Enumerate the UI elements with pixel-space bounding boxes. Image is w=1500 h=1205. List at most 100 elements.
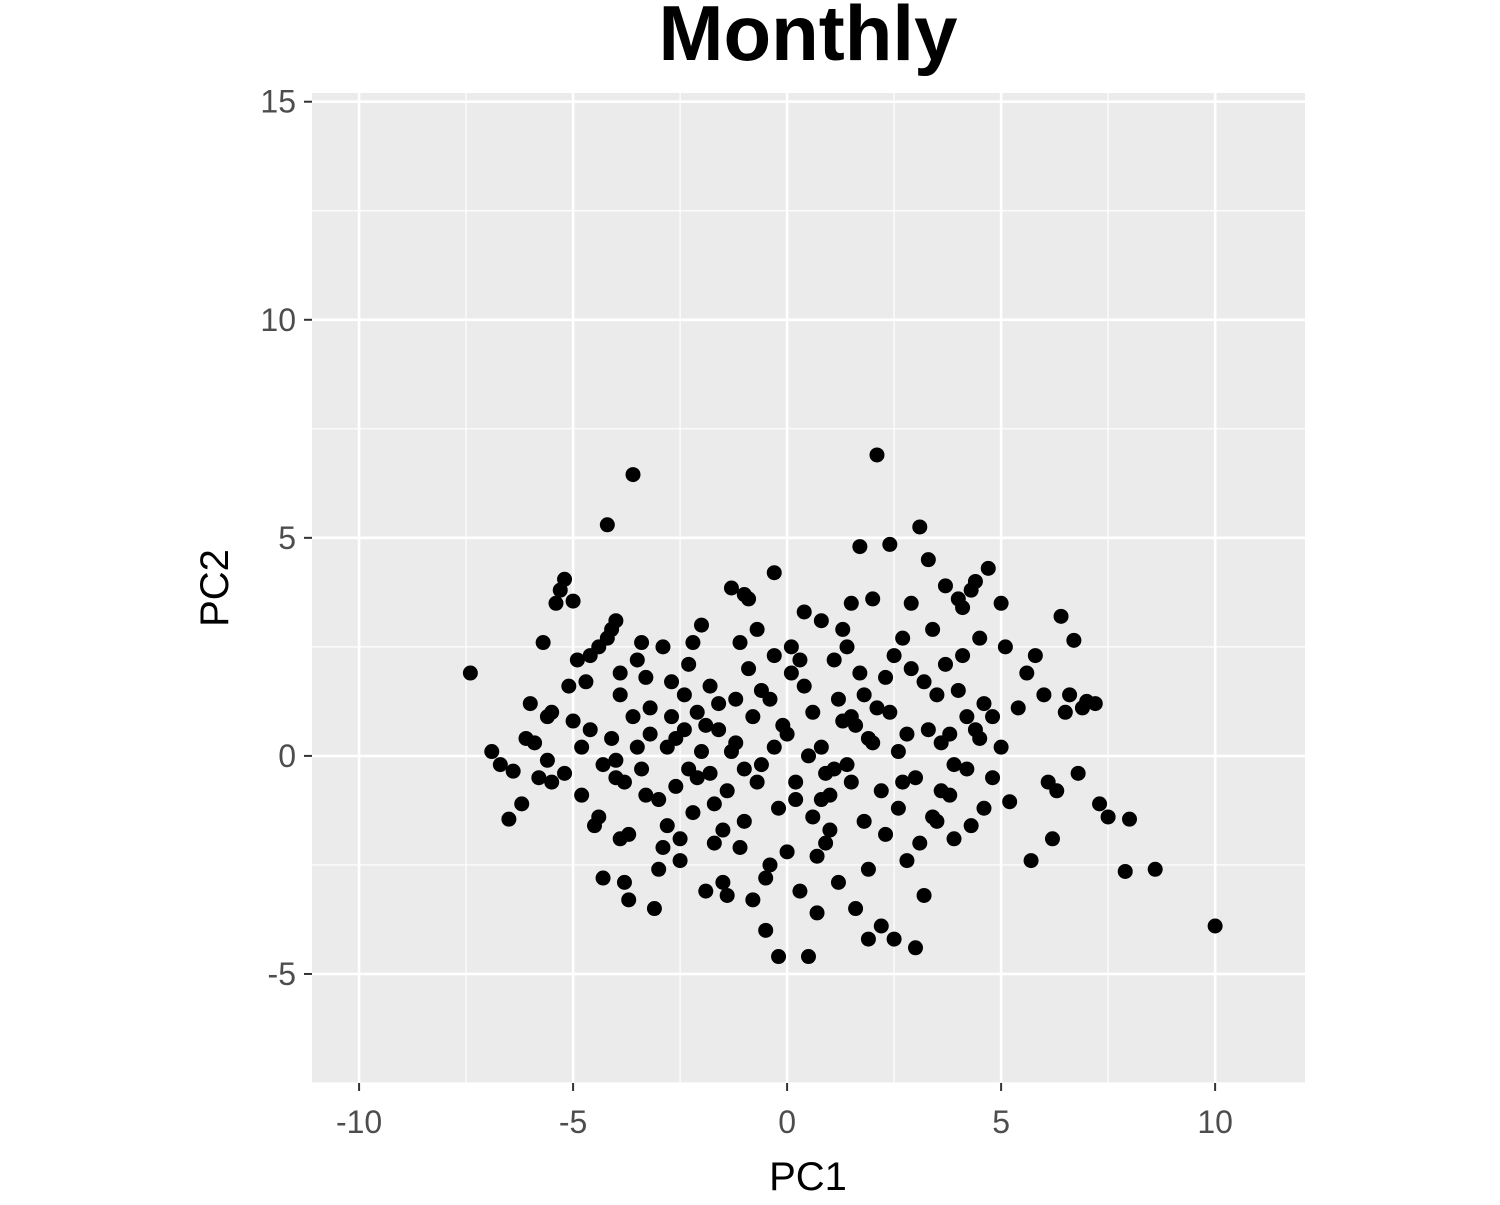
data-point <box>890 744 906 760</box>
data-point <box>920 722 936 738</box>
data-point <box>908 940 924 956</box>
data-point <box>462 665 478 681</box>
data-point <box>616 874 632 890</box>
data-point <box>621 826 637 842</box>
data-point <box>625 467 641 483</box>
data-point <box>942 787 958 803</box>
data-point <box>484 744 500 760</box>
data-point <box>912 835 928 851</box>
data-point <box>766 739 782 755</box>
data-point <box>676 722 692 738</box>
data-point <box>732 635 748 651</box>
data-point <box>796 604 812 620</box>
data-point <box>629 739 645 755</box>
data-point <box>715 874 731 890</box>
data-point <box>719 887 735 903</box>
data-point <box>698 883 714 899</box>
data-point <box>903 595 919 611</box>
data-point <box>869 700 885 716</box>
y-tick-label: 0 <box>278 738 296 774</box>
data-point <box>565 713 581 729</box>
data-point <box>860 861 876 877</box>
data-point <box>895 630 911 646</box>
data-point <box>985 709 1001 725</box>
data-point <box>912 519 928 535</box>
data-point <box>925 621 941 637</box>
data-point <box>792 883 808 899</box>
data-point <box>1122 811 1138 827</box>
data-point <box>672 853 688 869</box>
data-point <box>762 691 778 707</box>
data-point <box>535 635 551 651</box>
data-point <box>796 678 812 694</box>
data-point <box>1066 632 1082 648</box>
minor-gridlines <box>312 93 1305 1084</box>
data-point <box>985 770 1001 786</box>
data-point <box>634 761 650 777</box>
data-point <box>903 661 919 677</box>
data-point <box>659 818 675 834</box>
data-point <box>681 656 697 672</box>
data-point <box>809 905 825 921</box>
data-point <box>972 630 988 646</box>
data-point <box>993 739 1009 755</box>
data-point <box>788 774 804 790</box>
data-point <box>723 580 739 596</box>
data-point <box>591 809 607 825</box>
data-point <box>578 674 594 690</box>
data-point <box>873 783 889 799</box>
data-point <box>595 757 611 773</box>
data-point <box>805 809 821 825</box>
data-point <box>805 704 821 720</box>
data-point <box>882 704 898 720</box>
data-point <box>878 826 894 842</box>
data-point <box>638 669 654 685</box>
data-point <box>1087 696 1103 712</box>
data-point <box>651 861 667 877</box>
data-point <box>766 565 782 581</box>
y-tick-label: -5 <box>268 956 296 992</box>
data-point <box>625 709 641 725</box>
data-point <box>539 709 555 725</box>
data-point <box>723 744 739 760</box>
data-point <box>899 726 915 742</box>
data-point <box>980 560 996 576</box>
data-point <box>664 674 680 690</box>
data-point <box>766 648 782 664</box>
data-point <box>946 831 962 847</box>
data-point <box>745 892 761 908</box>
data-point <box>929 687 945 703</box>
y-axis-title: PC2 <box>193 549 237 627</box>
data-point <box>604 730 620 746</box>
data-point <box>946 757 962 773</box>
data-point <box>548 595 564 611</box>
data-point <box>993 595 1009 611</box>
data-point <box>693 617 709 633</box>
data-point <box>792 652 808 668</box>
data-point <box>659 739 675 755</box>
data-point <box>693 744 709 760</box>
data-points <box>462 447 1223 965</box>
data-point <box>651 792 667 808</box>
data-point <box>574 739 590 755</box>
data-point <box>813 739 829 755</box>
data-point <box>634 635 650 651</box>
data-point <box>676 687 692 703</box>
data-point <box>830 691 846 707</box>
data-point <box>779 726 795 742</box>
data-point <box>608 613 624 629</box>
data-point <box>920 552 936 568</box>
data-point <box>813 792 829 808</box>
data-point <box>1147 861 1163 877</box>
data-point <box>788 792 804 808</box>
data-point <box>612 687 628 703</box>
data-point <box>843 774 859 790</box>
x-axis: -10 -5 0 5 10 <box>336 1083 1233 1140</box>
data-point <box>779 844 795 860</box>
x-tick-label: 5 <box>992 1104 1010 1140</box>
data-point <box>741 591 757 607</box>
data-point <box>1092 796 1108 812</box>
data-point <box>955 648 971 664</box>
data-point <box>1117 863 1133 879</box>
